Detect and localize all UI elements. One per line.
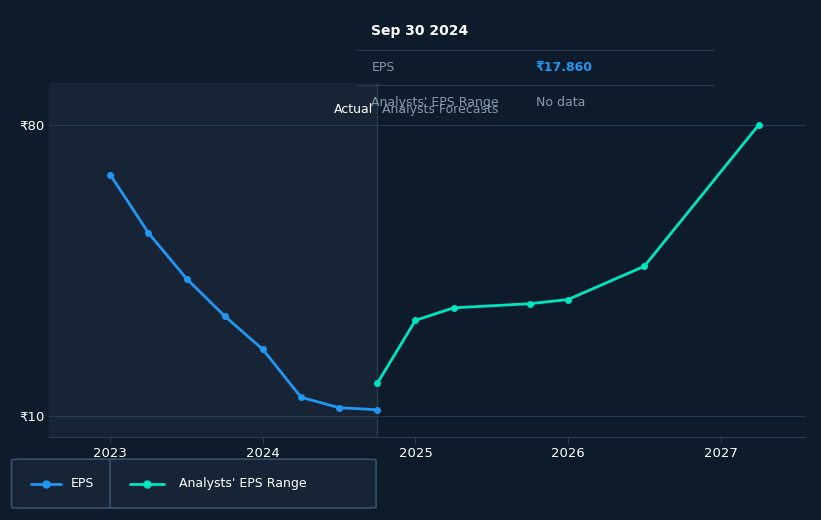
Bar xyxy=(49,83,378,437)
Text: No data: No data xyxy=(536,97,585,110)
FancyBboxPatch shape xyxy=(11,459,120,508)
Text: Analysts Forecasts: Analysts Forecasts xyxy=(382,103,498,116)
FancyBboxPatch shape xyxy=(110,459,376,508)
Text: ₹17.860: ₹17.860 xyxy=(536,61,593,74)
Text: Analysts' EPS Range: Analysts' EPS Range xyxy=(371,97,499,110)
Text: Sep 30 2024: Sep 30 2024 xyxy=(371,24,469,38)
Text: EPS: EPS xyxy=(371,61,395,74)
Text: Actual: Actual xyxy=(333,103,373,116)
Text: EPS: EPS xyxy=(71,477,94,490)
Text: Analysts' EPS Range: Analysts' EPS Range xyxy=(179,477,306,490)
